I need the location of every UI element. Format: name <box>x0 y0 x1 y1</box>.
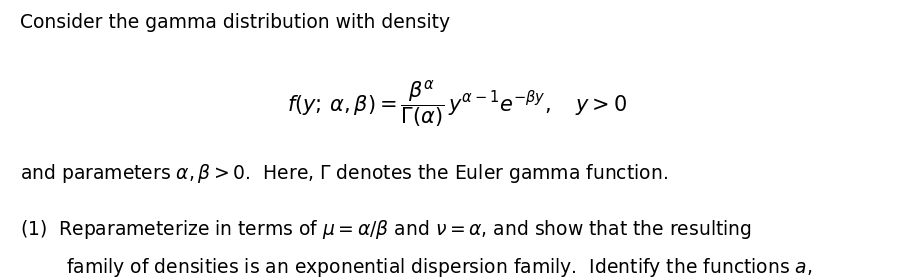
Text: (1)  Reparameterize in terms of $\mu = \alpha/\beta$ and $\nu = \alpha$, and sho: (1) Reparameterize in terms of $\mu = \a… <box>20 218 752 241</box>
Text: $f(y;\,\alpha, \beta) = \dfrac{\beta^{\alpha}}{\Gamma(\alpha)}\,y^{\alpha-1}e^{-: $f(y;\,\alpha, \beta) = \dfrac{\beta^{\a… <box>287 78 627 130</box>
Text: family of densities is an exponential dispersion family.  Identify the functions: family of densities is an exponential di… <box>66 256 813 279</box>
Text: and parameters $\alpha, \beta > 0$.  Here, $\Gamma$ denotes the Euler gamma func: and parameters $\alpha, \beta > 0$. Here… <box>20 162 668 185</box>
Text: Consider the gamma distribution with density: Consider the gamma distribution with den… <box>20 13 451 32</box>
